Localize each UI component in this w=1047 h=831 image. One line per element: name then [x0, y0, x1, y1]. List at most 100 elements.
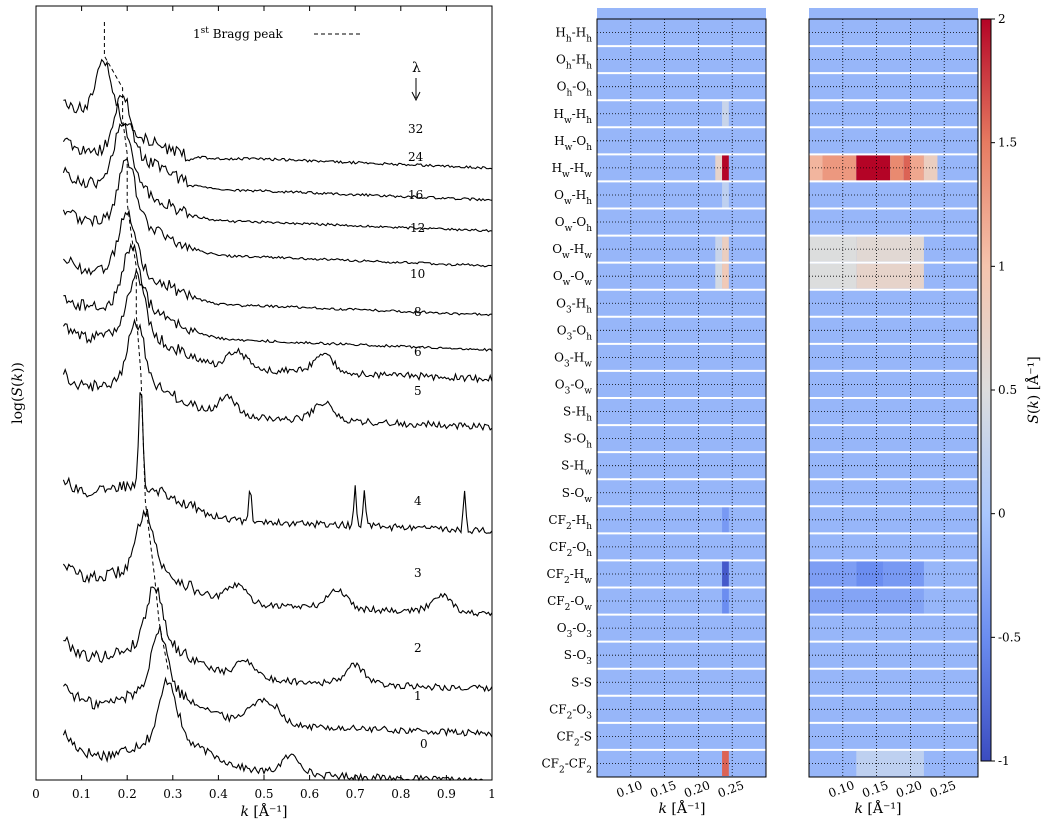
heatmap-panel-2: 0.10 0.15 0.20 0.25 k [Å⁻¹]	[808, 8, 979, 817]
heatmap-2-x-tick-label: 0.15	[860, 778, 890, 800]
spectrum-label-lambda-4: 4	[414, 494, 422, 508]
spectrum-curve-lambda-16	[62, 123, 493, 233]
spectrum-label-lambda-8: 8	[414, 305, 422, 319]
spectrum-label-lambda-5: 5	[414, 384, 422, 398]
heatmap-2-cell	[809, 561, 857, 587]
colorbar-tick-label: 2	[998, 12, 1006, 26]
heatmap-1-x-tick-label: 0.10	[614, 778, 644, 800]
spectrum-label-lambda-3: 3	[414, 566, 422, 580]
spectra-x-tick-label: 0.3	[163, 787, 182, 801]
row-label: S-Oh	[564, 432, 593, 451]
row-label: CF2-Hw	[547, 567, 593, 586]
row-label: Hh-Hh	[555, 26, 592, 45]
spectrum-curve-lambda-10	[62, 209, 492, 317]
row-label: Hw-Hh	[553, 107, 592, 126]
spectrum-curve-lambda-32	[63, 58, 493, 170]
row-label: CF2-S	[556, 729, 592, 748]
bragg-peak-legend: 1st Bragg peak	[193, 26, 360, 41]
spectrum-curve-lambda-0	[62, 676, 492, 782]
spectrum-curve-lambda-8	[63, 242, 493, 352]
colorbar-tick-label: 1	[998, 259, 1006, 273]
spectra-x-tick-label: 0.6	[300, 787, 319, 801]
colorbar: 2 1.5 1 0.5 0 -0.5 -1 S(k) [Å⁻¹]	[980, 12, 1042, 768]
row-label: CF2-Oh	[549, 540, 592, 559]
heatmap-2-x-axis-label: k [Å⁻¹]	[855, 799, 902, 817]
heatmap-2-frame	[808, 18, 979, 778]
colorbar-gradient	[980, 18, 992, 762]
row-label: Ow-Oh	[555, 215, 592, 234]
heatmap-1-background	[597, 8, 766, 777]
row-label: Oh-Hh	[556, 53, 592, 72]
spectra-x-tick-label: 0.1	[72, 787, 91, 801]
spectrum-curve-lambda-5	[62, 318, 493, 432]
row-label: S-Hw	[561, 459, 592, 478]
heatmap-1-cell	[722, 561, 729, 587]
row-label: S-S	[571, 675, 592, 689]
bragg-peak-legend-label: 1st Bragg peak	[193, 26, 284, 41]
row-label: CF2-Hh	[548, 513, 592, 532]
row-label: S-Hh	[563, 405, 592, 424]
spectrum-label-lambda-16: 16	[408, 188, 423, 202]
spectra-x-tick-label: 0.5	[254, 787, 273, 801]
colorbar-tick-label: 1.5	[998, 136, 1017, 150]
heatmap-2-cell	[856, 155, 891, 181]
heatmap-2-cell	[923, 155, 938, 181]
heatmap-2-x-tick-label: 0.10	[826, 778, 856, 800]
lambda-label: λ	[412, 60, 421, 76]
heatmap-2-cell	[809, 263, 857, 289]
lambda-arrow	[411, 78, 421, 102]
row-label: CF2-O3	[549, 702, 592, 721]
row-label: Ow-Hh	[554, 188, 592, 207]
row-label: O3-Oh	[557, 323, 592, 342]
spectra-panel: 0 0.1 0.2 0.3 0.4 0.5 0.6 0.7 0.8 0.9 1 0123456810…	[10, 5, 496, 820]
heatmap-1-cell	[722, 101, 729, 127]
spectra-plot-frame	[35, 5, 493, 781]
row-label: O3-Hh	[556, 296, 592, 315]
heatmap-1-cell	[722, 236, 729, 262]
spectrum-label-lambda-24: 24	[408, 150, 424, 164]
colorbar-tick-label: -0.5	[998, 630, 1021, 644]
spectrum-label-lambda-2: 2	[414, 641, 422, 655]
heatmap-2-background	[809, 8, 978, 777]
heatmap-1-x-axis-label: k [Å⁻¹]	[659, 799, 706, 817]
row-label: O3-Ow	[555, 377, 592, 396]
heatmap-1-cell	[715, 263, 723, 289]
spectrum-curve-lambda-1	[62, 625, 493, 738]
row-label: CF2-Ow	[547, 594, 592, 613]
spectra-x-tick-label: 0.2	[118, 787, 137, 801]
heatmap-panel-1: Hh-Hh Oh-Hh Oh-Oh Hw-Hh Hw-Oh Hw-Hw Ow-Hh Ow-Oh…	[541, 8, 767, 817]
heatmap-1-cell	[722, 263, 729, 289]
heatmap-2-cell	[809, 236, 857, 262]
spectrum-curve-lambda-3	[62, 509, 493, 617]
colorbar-tick-label: 0	[998, 507, 1006, 521]
heatmap-1-cell	[722, 155, 729, 181]
heatmap-1-cell	[715, 236, 723, 262]
row-label: Ow-Ow	[553, 269, 592, 288]
spectra-x-tick-label: 0	[32, 787, 40, 801]
row-label: Hw-Hw	[552, 161, 593, 180]
spectrum-curve-lambda-12	[62, 157, 493, 268]
spectrum-label-lambda-6: 6	[414, 345, 422, 359]
spectrum-label-lambda-0: 0	[420, 737, 428, 751]
spectrum-curve-lambda-24	[62, 94, 493, 202]
spectrum-curve-lambda-4	[62, 392, 493, 535]
spectra-x-tick-label: 1	[488, 787, 496, 801]
heatmap-1-x-tick-label: 0.20	[682, 778, 712, 800]
row-label: Ow-Hw	[552, 242, 592, 261]
spectrum-label-lambda-1: 1	[414, 689, 422, 703]
row-label: CF2-CF2	[541, 756, 592, 775]
heatmap-1-cell	[722, 750, 729, 776]
heatmap-1-x-tick-label: 0.25	[716, 778, 746, 800]
heatmap-2-cell	[903, 155, 911, 181]
spectra-x-tick-label: 0.4	[209, 787, 228, 801]
spectrum-curve-lambda-2	[63, 586, 493, 693]
row-label: S-O3	[564, 648, 593, 667]
row-label: O3-O3	[557, 621, 592, 640]
spectra-x-tick-label: 0.9	[437, 787, 456, 801]
bragg-peak-trace	[103, 22, 169, 671]
heatmap-1-cell	[722, 588, 729, 614]
spectrum-label-lambda-32: 32	[408, 122, 423, 136]
spectra-x-tick-label: 0.7	[346, 787, 365, 801]
heatmap-1-x-tick-label: 0.15	[648, 778, 678, 800]
